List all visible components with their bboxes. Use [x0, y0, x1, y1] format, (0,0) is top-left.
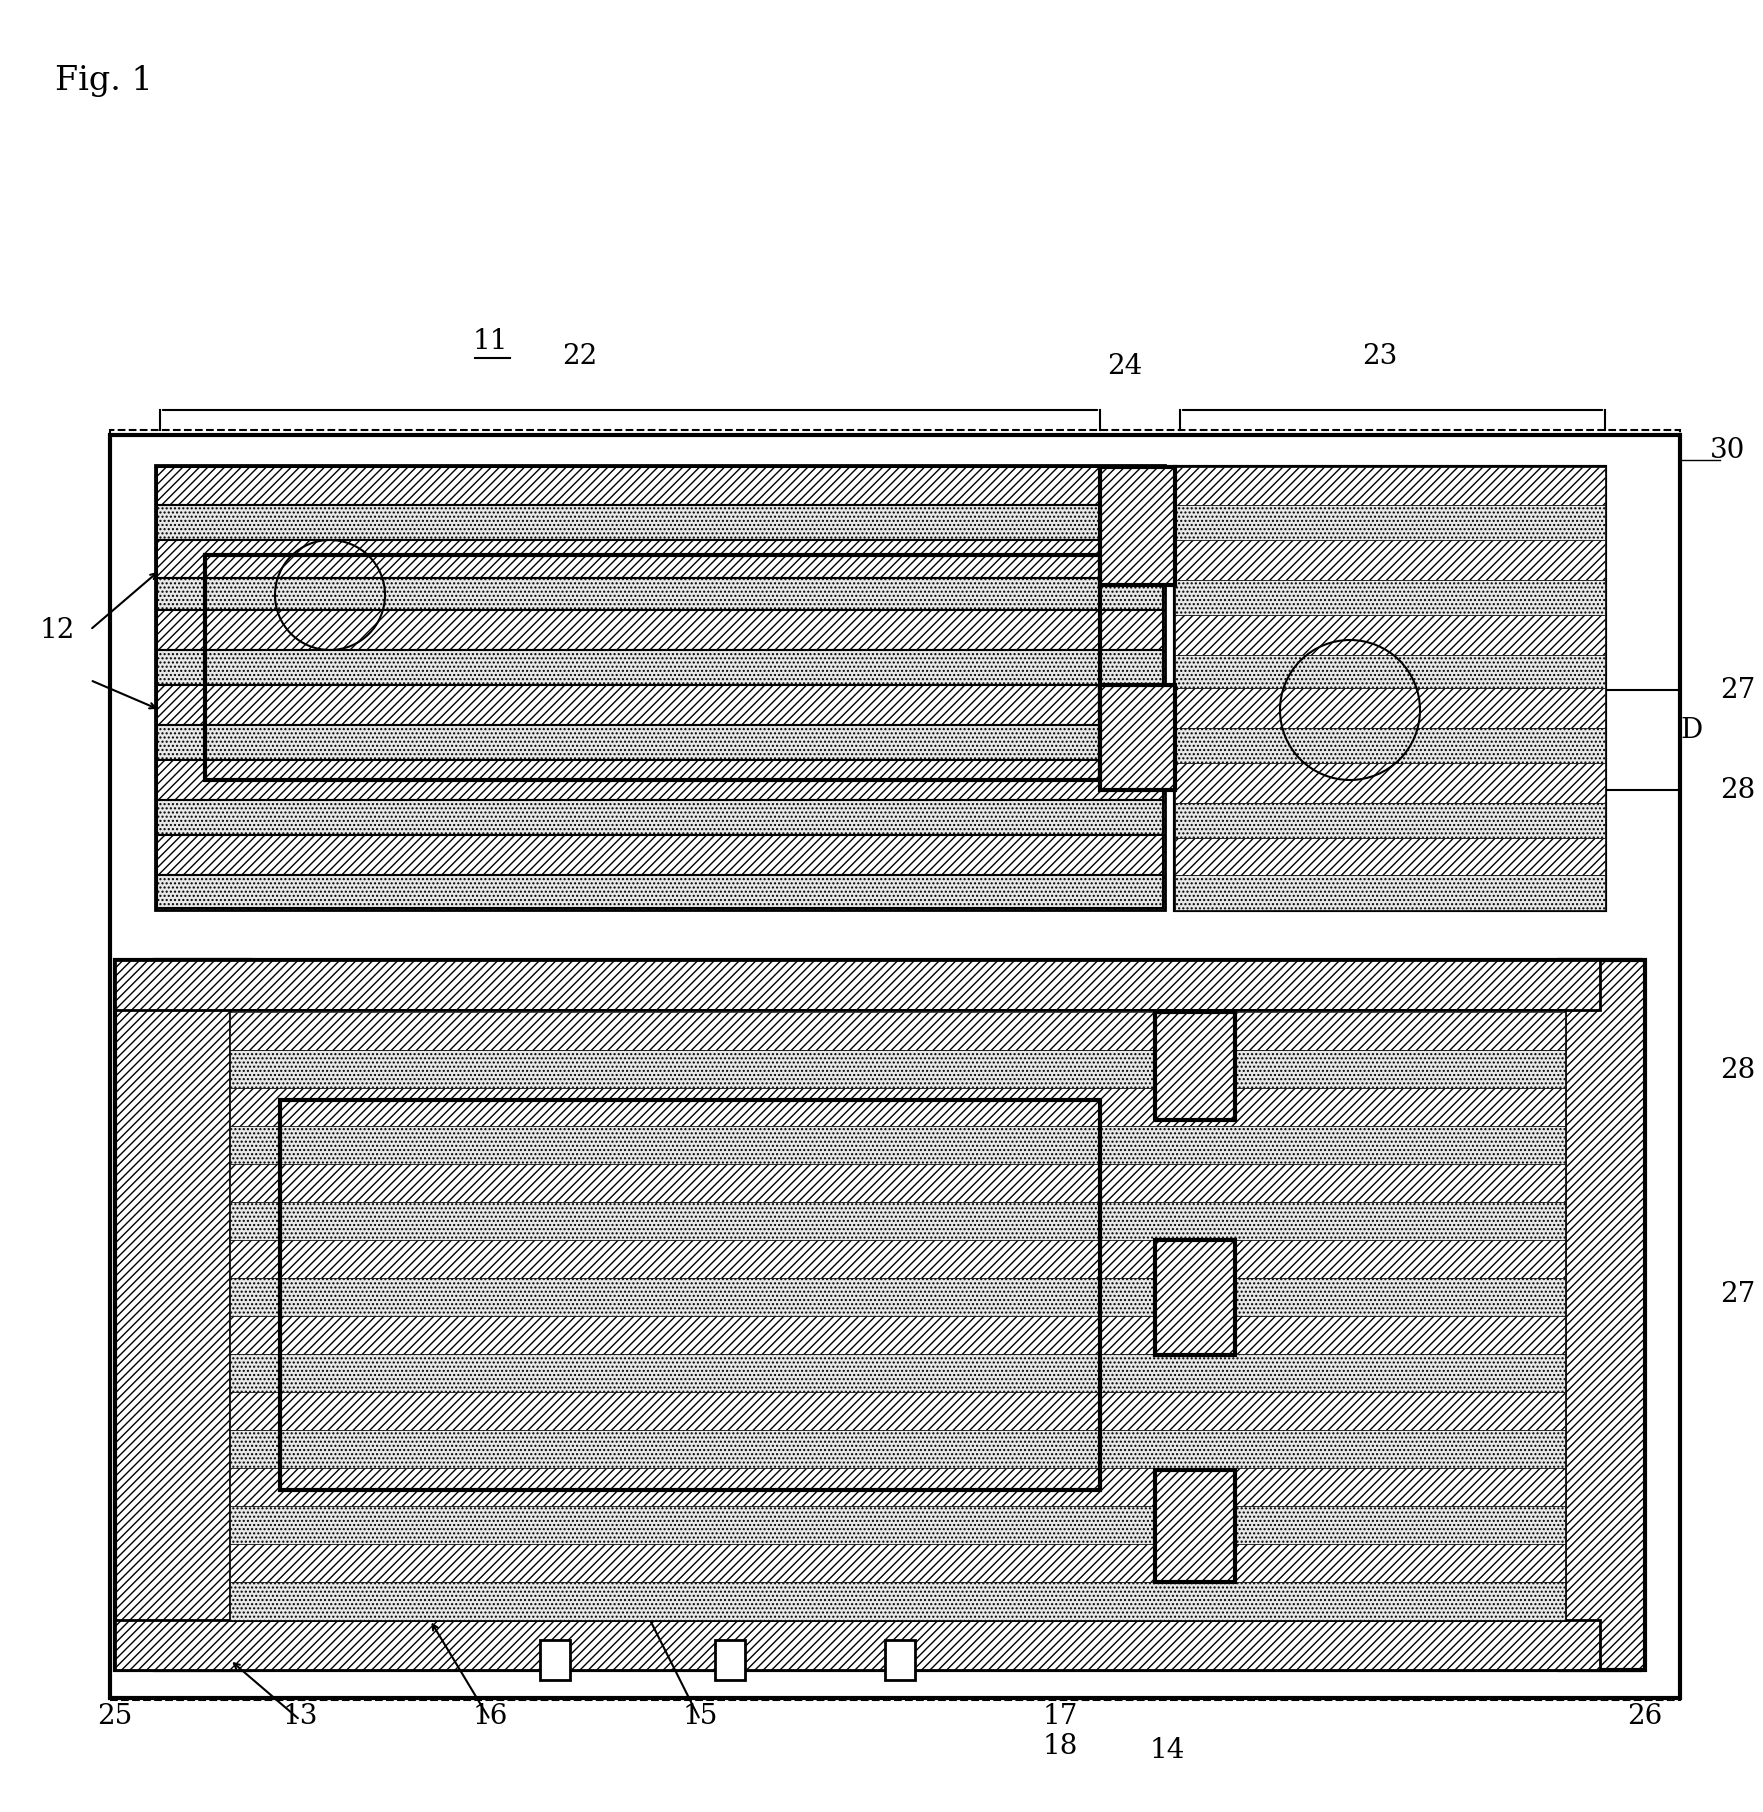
Bar: [1174, 763, 1604, 803]
Bar: [157, 759, 1164, 801]
Bar: [229, 1544, 1566, 1582]
Text: 27: 27: [1721, 676, 1756, 703]
Bar: [157, 506, 1164, 540]
Bar: [115, 960, 1601, 1009]
Bar: [1174, 614, 1604, 654]
Bar: [229, 1277, 1566, 1316]
Text: 28: 28: [1721, 1056, 1756, 1084]
Bar: [1155, 1239, 1236, 1355]
Text: C: C: [155, 496, 176, 524]
Bar: [1174, 580, 1604, 614]
Bar: [1100, 685, 1174, 790]
Bar: [1100, 467, 1174, 585]
Bar: [157, 875, 1164, 908]
Bar: [1174, 506, 1604, 540]
Bar: [1174, 689, 1604, 728]
Bar: [157, 835, 1164, 875]
Text: D: D: [1490, 636, 1513, 663]
Bar: [115, 1620, 1601, 1671]
Bar: [155, 960, 1640, 1671]
Bar: [1174, 837, 1604, 875]
Bar: [1155, 1011, 1236, 1120]
Bar: [157, 801, 1164, 835]
Bar: [115, 960, 250, 1671]
Text: D: D: [1680, 716, 1703, 743]
Text: 15: 15: [682, 1703, 718, 1730]
Bar: [229, 1239, 1566, 1277]
Text: 27: 27: [1721, 1281, 1756, 1308]
Bar: [1100, 685, 1174, 790]
Text: 14: 14: [1149, 1736, 1185, 1763]
Bar: [157, 611, 1164, 651]
Text: 23: 23: [1363, 342, 1398, 370]
Bar: [229, 1011, 1566, 1049]
Bar: [229, 1049, 1566, 1087]
Text: 16: 16: [472, 1703, 508, 1730]
Bar: [229, 1392, 1566, 1430]
Bar: [539, 1640, 569, 1680]
Bar: [155, 466, 1165, 910]
Bar: [229, 1430, 1566, 1468]
Bar: [1155, 1470, 1236, 1582]
Bar: [716, 1640, 746, 1680]
Bar: [157, 540, 1164, 578]
Text: 22: 22: [562, 342, 598, 370]
Text: Fig. 1: Fig. 1: [55, 65, 153, 98]
Text: 25: 25: [97, 1703, 132, 1730]
Bar: [109, 435, 1680, 1698]
Bar: [229, 1125, 1566, 1163]
Text: 17: 17: [1042, 1703, 1077, 1730]
Bar: [1100, 467, 1174, 585]
Bar: [229, 1087, 1566, 1125]
Text: 24: 24: [1107, 353, 1142, 381]
Bar: [1560, 960, 1645, 1671]
Bar: [280, 1100, 1100, 1489]
Text: 28: 28: [1721, 777, 1756, 803]
Bar: [1174, 654, 1604, 689]
Bar: [229, 1468, 1566, 1506]
Bar: [157, 578, 1164, 611]
Bar: [157, 467, 1164, 506]
Text: 18: 18: [1042, 1732, 1077, 1759]
Bar: [1174, 728, 1604, 763]
Bar: [229, 1506, 1566, 1544]
Text: 26: 26: [1627, 1703, 1663, 1730]
Bar: [157, 725, 1164, 759]
Text: 30: 30: [1710, 437, 1745, 464]
Bar: [229, 1201, 1566, 1239]
Bar: [1174, 467, 1604, 910]
Bar: [229, 1354, 1566, 1392]
Text: 12: 12: [39, 616, 76, 643]
Text: 11: 11: [472, 328, 508, 355]
Bar: [1174, 803, 1604, 837]
Bar: [229, 1582, 1566, 1620]
Bar: [1155, 1011, 1236, 1120]
Bar: [229, 1316, 1566, 1354]
Text: 13: 13: [282, 1703, 317, 1730]
Bar: [1174, 467, 1604, 506]
Bar: [1155, 1470, 1236, 1582]
Bar: [885, 1640, 915, 1680]
Bar: [205, 554, 1100, 779]
Bar: [157, 685, 1164, 725]
Bar: [229, 1163, 1566, 1201]
Bar: [157, 651, 1164, 685]
Bar: [1174, 540, 1604, 580]
Bar: [229, 1009, 1566, 1620]
Bar: [1155, 1239, 1236, 1355]
Bar: [1174, 875, 1604, 910]
